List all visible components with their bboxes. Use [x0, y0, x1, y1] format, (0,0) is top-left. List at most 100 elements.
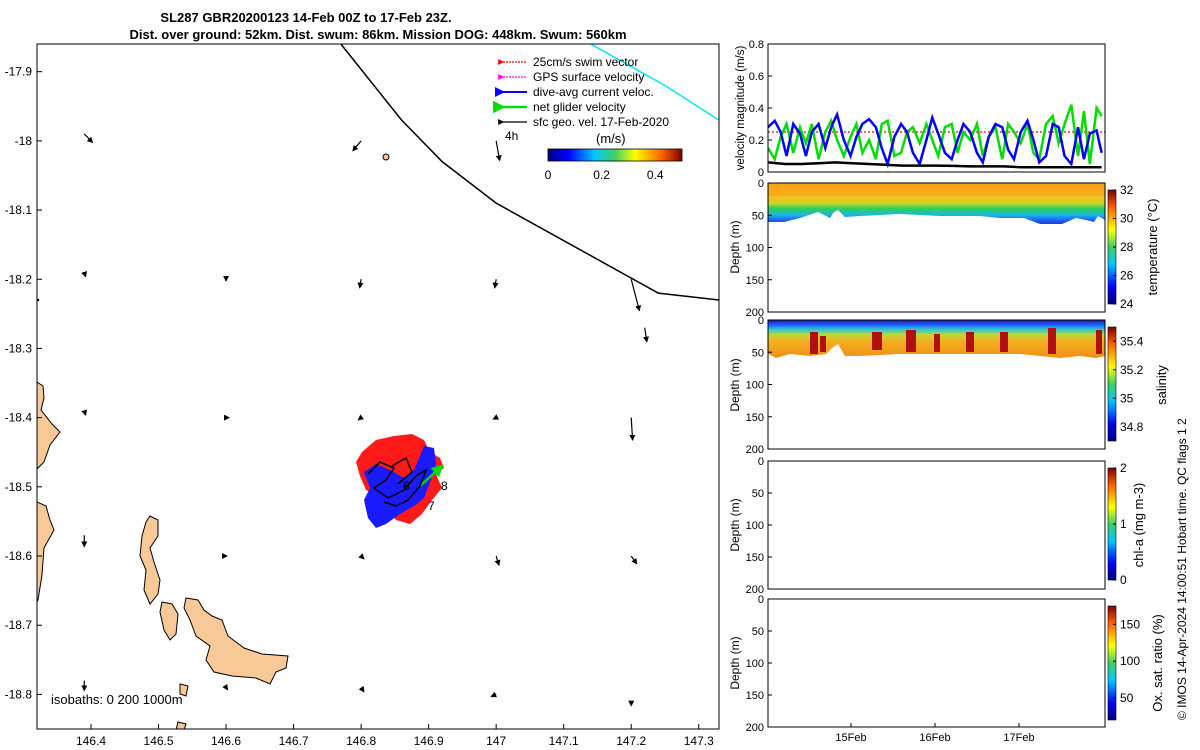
temperature-y-tick-label: 100 [746, 243, 764, 255]
map-x-axis: 146.4 146.5 146.6 146.7 146.8 146.9 147 147.1 14… [76, 724, 714, 748]
map-x-tick-label: 146.8 [346, 734, 376, 748]
velocity-y-tick-label: 0.8 [749, 39, 764, 51]
salinity-colorbar-label: salinity [1154, 365, 1169, 405]
salinity-colorbar [1107, 326, 1117, 442]
glider-track-line [367, 456, 428, 507]
geo-vector-arrow [81, 409, 87, 417]
map-x-tick-label: 147.2 [616, 734, 646, 748]
geo-vector-arrow [357, 414, 365, 421]
map-y-tick-label: -18.8 [5, 687, 33, 701]
chla-y-tick-label: 150 [746, 552, 764, 564]
island-5 [175, 721, 187, 729]
geo-vector-arrow [490, 691, 498, 698]
salinity-ylabel: Depth (m) [728, 358, 742, 411]
oxygen-colorbar-ticks: 50 100 150 [1113, 617, 1140, 705]
legend-swim-vector-label: 25cm/s swim vector [533, 55, 638, 69]
chla-y-tick-label: 200 [746, 584, 764, 596]
net-glider-velocity [419, 464, 444, 487]
geo-vector-arrow [352, 140, 362, 152]
temperature-colorbar-tick-label: 24 [1120, 297, 1134, 311]
oxygen-x-tick-label: 17Feb [1003, 732, 1034, 744]
geo-vector-arrow [357, 279, 364, 289]
map-y-tick-label: -18.5 [5, 480, 33, 494]
legend-net-velocity-label: net glider velocity [533, 100, 626, 114]
geo-vector-arrow [81, 270, 87, 278]
mainland-coast [37, 381, 61, 470]
geo-vector-arrow [643, 327, 650, 343]
salinity-y-tick-label: 50 [752, 347, 764, 359]
legend-4h-label: 4h [505, 129, 518, 143]
track-label-7: 7 [428, 499, 435, 513]
velocity-sfc-geo-line [768, 161, 1102, 169]
chla-y-tick-label: 100 [746, 520, 764, 532]
velocity-ylabel: velocity magnitude (m/s) [735, 46, 747, 171]
geo-vector-arrow [629, 417, 636, 441]
geo-vector-arrow [630, 555, 638, 565]
map-y-tick-label: -18.6 [5, 549, 33, 563]
chla-colorbar-ticks: 0 1 2 [1113, 461, 1127, 587]
temperature-colorbar-tick-label: 30 [1120, 212, 1134, 226]
temperature-panel: 0 50 100 150 200 Depth (m) 24 26 28 30 32 temper… [728, 178, 1160, 319]
isobaths-label: isobaths: 0 200 1000m [51, 692, 183, 707]
temperature-colorbar-tick-label: 28 [1120, 240, 1134, 254]
map-colorbar-tick-label: 0.4 [647, 168, 664, 182]
geo-vector-arrow [222, 683, 229, 691]
velocity-series [768, 104, 1105, 169]
oxygen-x-tick-label: 15Feb [835, 732, 866, 744]
salinity-colorbar-tick-label: 35.2 [1120, 363, 1144, 377]
salinity-y-tick-label: 0 [758, 315, 764, 327]
map-x-tick-label: 146.4 [76, 734, 106, 748]
oxygen-panel: 0 50 100 150 200 15Feb 16Feb 17Feb Depth (m) 5… [728, 594, 1165, 744]
map-colorbar [547, 148, 683, 162]
map-y-tick-label: -18.2 [5, 272, 33, 286]
oxygen-x-axis: 15Feb 16Feb 17Feb [835, 723, 1035, 744]
salinity-colorbar-tick-label: 34.8 [1120, 420, 1144, 434]
oxygen-axes-box [767, 598, 1106, 728]
salinity-panel: 0 50 100 150 200 Depth (m) 34.8 35 35.2 35.4 sa… [728, 315, 1169, 456]
salinity-colorbar-ticks: 34.8 35 35.2 35.4 [1113, 334, 1144, 434]
map-x-tick-label: 146.7 [279, 734, 309, 748]
oxygen-colorbar-tick-label: 150 [1120, 617, 1140, 631]
salinity-colorbar-tick-label: 35 [1120, 391, 1134, 405]
velocity-y-tick-label: 0.6 [749, 71, 764, 83]
temperature-y-axis: 0 50 100 150 200 [746, 178, 772, 319]
map-x-tick-label: 147 [486, 734, 506, 748]
temperature-colorbar-ticks: 24 26 28 30 32 [1113, 183, 1134, 311]
copyright-text: © IMOS 14-Apr-2024 14:00:51 Hobart time.… [1175, 418, 1189, 720]
temperature-y-tick-label: 200 [746, 307, 764, 319]
temperature-warm-band [768, 183, 1105, 196]
oxygen-colorbar-label: Ox. sat. ratio (%) [1150, 614, 1165, 712]
map-y-tick-label: -17.9 [5, 65, 33, 79]
chla-colorbar-tick-label: 0 [1120, 573, 1127, 587]
reef-dot-2 [37, 298, 40, 302]
temperature-y-tick-label: 0 [758, 178, 764, 190]
temperature-y-tick-label: 150 [746, 275, 764, 287]
map-y-tick-label: -18.4 [5, 411, 33, 425]
island-3 [183, 597, 289, 685]
oxygen-y-tick-label: 100 [746, 658, 764, 670]
temperature-y-tick-label: 50 [752, 210, 764, 222]
oxygen-y-axis: 0 50 100 150 200 [746, 594, 772, 734]
chla-y-axis: 0 50 100 150 200 [746, 456, 772, 596]
velocity-y-tick-label: 0.2 [749, 135, 764, 147]
oxygen-ylabel: Depth (m) [728, 636, 742, 689]
map-y-tick-label: -18 [15, 134, 33, 148]
salinity-y-tick-label: 100 [746, 380, 764, 392]
map-colorbar-ticks: 0 0.2 0.4 [545, 168, 664, 182]
temperature-colorbar-tick-label: 26 [1120, 269, 1134, 283]
chla-panel: 0 50 100 150 200 Depth (m) 0 1 2 chl-a (mg m-3… [728, 456, 1146, 596]
velocity-y-tick-label: 0 [758, 167, 764, 179]
island-4 [179, 683, 189, 697]
map-plot-area: 6 8 7 [37, 44, 719, 729]
chla-ylabel: Depth (m) [728, 498, 742, 551]
chla-colorbar-label: chl-a (mg m-3) [1131, 483, 1146, 568]
coast-lower-left [37, 501, 55, 604]
glider-track-cluster: 6 8 7 [356, 434, 448, 528]
island-2 [159, 601, 179, 641]
track-label-8: 8 [441, 479, 448, 493]
velocity-dive-avg-line [768, 110, 1103, 169]
velocity-panel: 0 0.2 0.4 0.6 0.8 velocity magnitude (m/s) [735, 39, 1106, 179]
oxygen-colorbar [1107, 605, 1117, 721]
temperature-colorbar-tick-label: 32 [1120, 183, 1134, 197]
map-panel: 6 8 7 146.4 146.5 146.6 146.7 146.8 146.9 147 1… [5, 43, 720, 748]
